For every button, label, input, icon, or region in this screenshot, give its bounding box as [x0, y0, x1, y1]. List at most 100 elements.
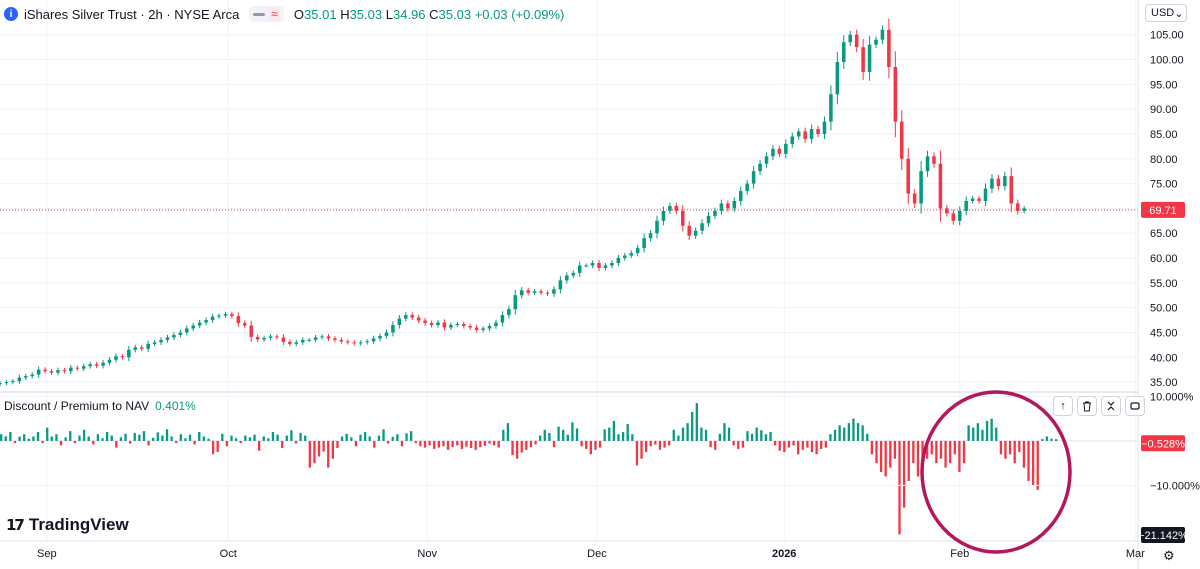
- candle-body: [887, 29, 891, 67]
- histogram-bar: [654, 440, 657, 445]
- price-tick-label: 100.00: [1150, 55, 1184, 67]
- histogram-bar: [732, 440, 735, 446]
- histogram-bar: [419, 440, 422, 447]
- candle-body: [610, 262, 614, 266]
- price-tick-label: 50.00: [1150, 303, 1178, 315]
- candle-body: [49, 371, 54, 373]
- candle-body: [313, 337, 318, 340]
- histogram-bar: [1031, 440, 1035, 486]
- tradingview-logo[interactable]: 𝟭𝟳 TradingView: [6, 515, 129, 535]
- candle-body: [333, 338, 337, 340]
- minus-icon: [253, 12, 266, 16]
- histogram-bar: [244, 435, 247, 441]
- histogram-bar: [368, 436, 371, 441]
- histogram-bar: [797, 440, 800, 455]
- price-tick-label: 40.00: [1150, 352, 1178, 364]
- move-pane-up-button[interactable]: ↑: [1053, 396, 1073, 416]
- settings-gear-icon[interactable]: ⚙: [1163, 548, 1175, 563]
- histogram-bar: [4, 436, 7, 441]
- candle-body: [468, 326, 472, 328]
- histogram-bar: [962, 440, 966, 464]
- histogram-bar: [668, 440, 671, 446]
- candle-body: [300, 339, 305, 343]
- pane-toolbar: ↑: [1053, 396, 1145, 416]
- candle-body: [925, 156, 930, 172]
- candle-body: [94, 364, 99, 366]
- candle-body: [719, 203, 724, 211]
- histogram-bar: [492, 440, 496, 446]
- histogram-bar: [23, 434, 26, 441]
- histogram-bar: [446, 440, 450, 450]
- tradingview-mark-icon: 𝟭𝟳: [6, 517, 25, 534]
- histogram-bar: [520, 440, 523, 453]
- histogram-bar: [423, 440, 427, 448]
- candle-body: [384, 332, 389, 336]
- candle-body: [932, 156, 936, 164]
- chart-header: i iShares Silver Trust · 2h · NYSE Arca …: [4, 6, 564, 22]
- histogram-bar: [552, 440, 556, 448]
- histogram-bar: [949, 440, 952, 464]
- symbol-info-icon[interactable]: i: [4, 7, 18, 21]
- histogram-bar: [396, 434, 399, 441]
- candle-body: [185, 328, 189, 333]
- histogram-bar: [32, 436, 35, 441]
- candle-body: [835, 62, 840, 95]
- candle-body: [552, 289, 556, 294]
- histogram-bar: [709, 440, 712, 448]
- histogram-bar: [866, 433, 869, 441]
- candle-body: [558, 280, 563, 290]
- candle-body: [397, 318, 402, 326]
- collapse-pane-button[interactable]: [1101, 396, 1121, 416]
- maximize-pane-button[interactable]: [1125, 396, 1145, 416]
- histogram-bar: [806, 440, 809, 448]
- histogram-bar: [225, 440, 229, 447]
- currency-label: USD: [1151, 7, 1175, 19]
- histogram-bar: [640, 440, 643, 459]
- histogram-bar: [105, 432, 109, 441]
- candle-body: [539, 291, 543, 293]
- ohlc-high-label: H: [340, 6, 350, 22]
- indicator-title[interactable]: Discount / Premium to NAV: [4, 399, 150, 413]
- candle-body: [822, 121, 827, 134]
- chevron-down-icon: ⌄: [1174, 7, 1184, 20]
- candle-body: [977, 198, 981, 201]
- candle-body: [945, 208, 949, 214]
- candle-body: [23, 376, 28, 378]
- histogram-bar: [465, 440, 468, 447]
- indicator-visibility-pill[interactable]: ≈: [249, 6, 284, 22]
- candle-body: [262, 337, 266, 340]
- price-tick-label: 75.00: [1150, 179, 1178, 191]
- candle-body: [461, 324, 466, 327]
- histogram-bar: [317, 440, 321, 457]
- candle-body: [62, 370, 67, 372]
- histogram-bar: [410, 431, 413, 441]
- histogram-bar: [617, 434, 620, 441]
- delete-pane-button[interactable]: [1077, 396, 1097, 416]
- histogram-bar: [967, 425, 970, 441]
- histogram-bar: [847, 423, 850, 441]
- wave-icon: ≈: [269, 7, 280, 21]
- indicator-tick-label: 10.000%: [1150, 391, 1194, 403]
- candle-body: [1003, 176, 1007, 187]
- symbol-title[interactable]: iShares Silver Trust · 2h · NYSE Arca: [24, 6, 240, 22]
- histogram-bar: [428, 440, 431, 446]
- histogram-bar: [271, 432, 275, 441]
- histogram-bar: [285, 435, 288, 441]
- candle-body: [726, 203, 730, 209]
- candle-body: [191, 325, 196, 329]
- histogram-bar: [1004, 440, 1007, 459]
- candle-body: [474, 327, 479, 330]
- candle-body: [307, 339, 311, 341]
- candle-body: [217, 315, 221, 317]
- histogram-bar: [239, 440, 242, 444]
- candle-body: [790, 136, 795, 144]
- histogram-bar: [299, 432, 302, 441]
- histogram-bar: [787, 440, 791, 448]
- candle-body: [56, 370, 60, 373]
- currency-selector[interactable]: USD ⌄: [1145, 4, 1187, 22]
- candle-body: [964, 200, 968, 211]
- histogram-bar: [1050, 438, 1053, 441]
- histogram-bar: [290, 430, 293, 441]
- candle-body: [680, 210, 685, 226]
